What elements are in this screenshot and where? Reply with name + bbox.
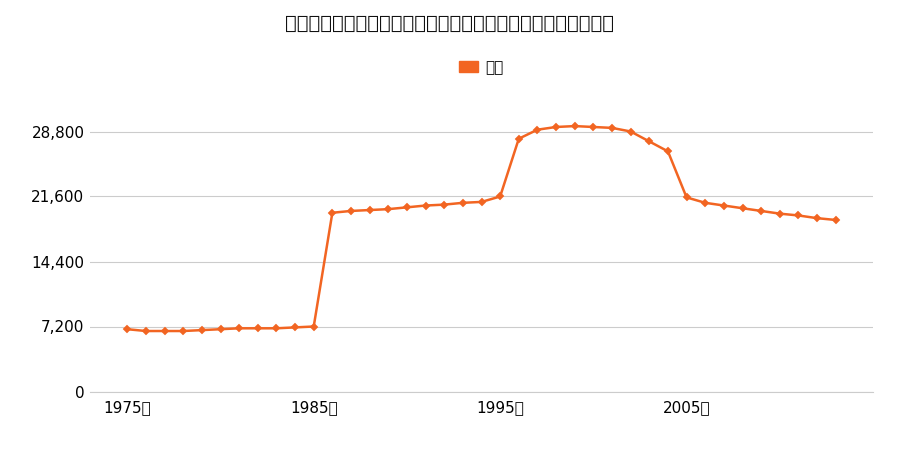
Legend: 価格: 価格 <box>454 54 509 81</box>
Text: 山形県天童市大字山口字大槻１５１１番２ほか２筆の地価推移: 山形県天童市大字山口字大槻１５１１番２ほか２筆の地価推移 <box>285 14 615 32</box>
